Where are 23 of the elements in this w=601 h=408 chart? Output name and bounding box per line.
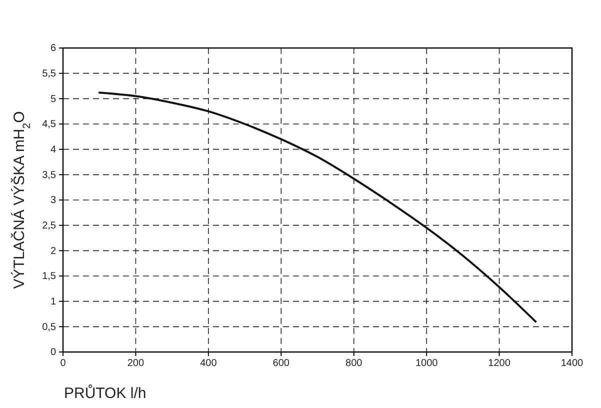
y-tick-label: 2,5	[42, 220, 56, 232]
x-axis-title: PRŮTOK l/h	[64, 384, 146, 402]
x-tick-label: 600	[272, 358, 290, 370]
line-series	[98, 92, 537, 323]
y-tick-label: 0	[50, 347, 56, 358]
y-tick-label: 1,5	[42, 271, 56, 282]
y-tick-label: 3	[50, 195, 56, 206]
y-tick-label: 5,5	[42, 68, 56, 80]
x-tick-label: 0	[60, 358, 66, 370]
y-tick-label: 1	[50, 296, 56, 308]
x-tick-label: 400	[200, 358, 218, 370]
x-tick-label: 200	[127, 358, 144, 370]
y-tick-label: 5	[50, 94, 56, 105]
x-tick-label: 1000	[415, 358, 438, 370]
y-tick-label: 4,5	[42, 119, 56, 130]
y-tick-label: 2	[50, 246, 56, 257]
y-tick-label: 3,5	[42, 170, 56, 181]
y-tick-label: 6	[50, 43, 56, 54]
y-tick-label: 4	[50, 144, 56, 156]
x-tick-label: 800	[346, 358, 363, 370]
y-tick-label: 0,5	[42, 322, 56, 333]
x-tick-label: 1400	[560, 358, 584, 370]
x-tick-label: 1200	[488, 358, 511, 370]
